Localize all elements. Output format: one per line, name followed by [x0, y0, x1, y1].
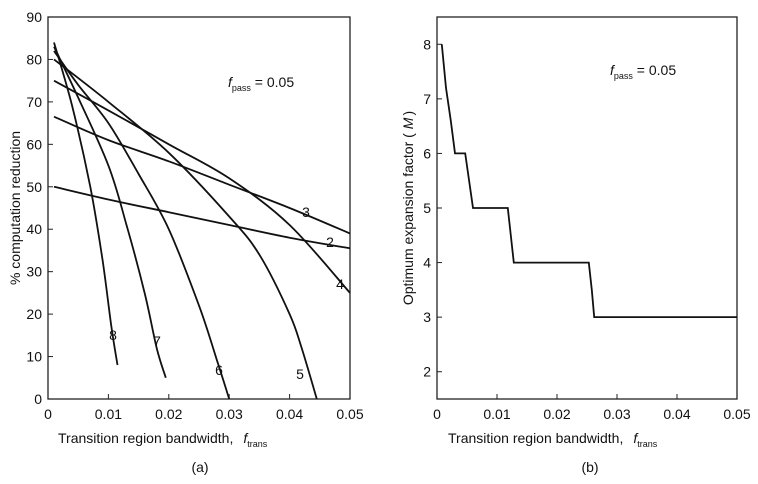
- series-label-8: 8: [109, 327, 117, 343]
- y-tick-label: 60: [26, 136, 42, 152]
- y-tick-label: 20: [26, 306, 42, 322]
- y-tick-label: 70: [26, 94, 42, 110]
- panel-label-b: (b): [581, 459, 598, 475]
- y-tick-label: 2: [423, 364, 431, 380]
- y-tick-label: 5: [423, 200, 431, 216]
- series-label-2: 2: [326, 234, 334, 250]
- x-tick-label: 0.01: [483, 406, 510, 422]
- chart-panel-a: 0 10 20 30 40 50 60 70 80 90 0 0.01 0.02 0.03 0.04 0.0…: [7, 9, 364, 475]
- y-axis-label-b: Optimum expansion factor (M): [400, 111, 416, 305]
- y-tick-label: 30: [26, 264, 42, 280]
- x-tick-label: 0.04: [663, 406, 690, 422]
- y-tick-label: 90: [26, 9, 42, 25]
- series-labels-a: 23 4 5 6 7 8: [109, 204, 344, 382]
- y-axis-a: 0 10 20 30 40 50 60 70 80 90: [26, 9, 53, 407]
- series-label-6: 6: [215, 362, 223, 378]
- x-axis-label-a: Transition region bandwidth, ftrans: [58, 430, 268, 449]
- plot-frame-a: [47, 16, 351, 400]
- x-tick-label: 0.02: [155, 406, 182, 422]
- series-line-3: [53, 115, 351, 235]
- x-tick-label: 0.01: [95, 406, 122, 422]
- x-tick-label: 0.03: [603, 406, 630, 422]
- y-tick-label: 4: [423, 255, 431, 271]
- chart-panel-b: 2 3 4 5 6 7 8 0 0.01 0.02 0.03 0.04 0.05 Optimum ex…: [400, 16, 751, 475]
- x-axis-a: 0 0.01 0.02 0.03 0.04 0.05: [44, 394, 364, 422]
- series-group-a: [53, 42, 351, 400]
- y-axis-label-a: % computation reduction: [7, 131, 23, 285]
- y-tick-label: 6: [423, 145, 431, 161]
- series-label-7: 7: [153, 333, 161, 349]
- series-line-4: [53, 79, 351, 294]
- series-line-6: [53, 50, 231, 400]
- y-tick-label: 8: [423, 36, 431, 52]
- series-line-7: [53, 46, 167, 379]
- y-tick-label: 3: [423, 309, 431, 325]
- x-tick-label: 0.05: [723, 406, 750, 422]
- x-tick-label: 0: [44, 406, 52, 422]
- series-label-4: 4: [336, 276, 344, 292]
- x-axis-b: 0 0.01 0.02 0.03 0.04 0.05: [433, 394, 751, 422]
- series-line-2: [53, 185, 351, 250]
- annotation-fpass-b: fpass = 0.05: [610, 62, 676, 81]
- annotation-fpass-a: fpass = 0.05: [228, 74, 294, 93]
- x-axis-label-b: Transition region bandwidth, ftrans: [448, 430, 658, 449]
- panel-label-a: (a): [191, 459, 208, 475]
- y-tick-label: 40: [26, 221, 42, 237]
- y-axis-b: 2 3 4 5 6 7 8: [423, 36, 442, 380]
- series-label-3: 3: [302, 204, 310, 220]
- series-line-8: [53, 42, 119, 366]
- y-tick-label: 0: [34, 391, 42, 407]
- x-tick-label: 0.04: [276, 406, 303, 422]
- series-label-5: 5: [296, 366, 304, 382]
- series-line-5: [53, 58, 318, 400]
- y-tick-label: 80: [26, 51, 42, 67]
- y-tick-label: 50: [26, 179, 42, 195]
- y-tick-label: 10: [26, 349, 42, 365]
- x-tick-label: 0: [433, 406, 441, 422]
- series-group-b: [440, 44, 737, 318]
- x-tick-label: 0.05: [336, 406, 363, 422]
- series-line-optimum-m: [440, 44, 737, 318]
- x-tick-label: 0.02: [543, 406, 570, 422]
- y-tick-label: 7: [423, 91, 431, 107]
- x-tick-label: 0.03: [216, 406, 243, 422]
